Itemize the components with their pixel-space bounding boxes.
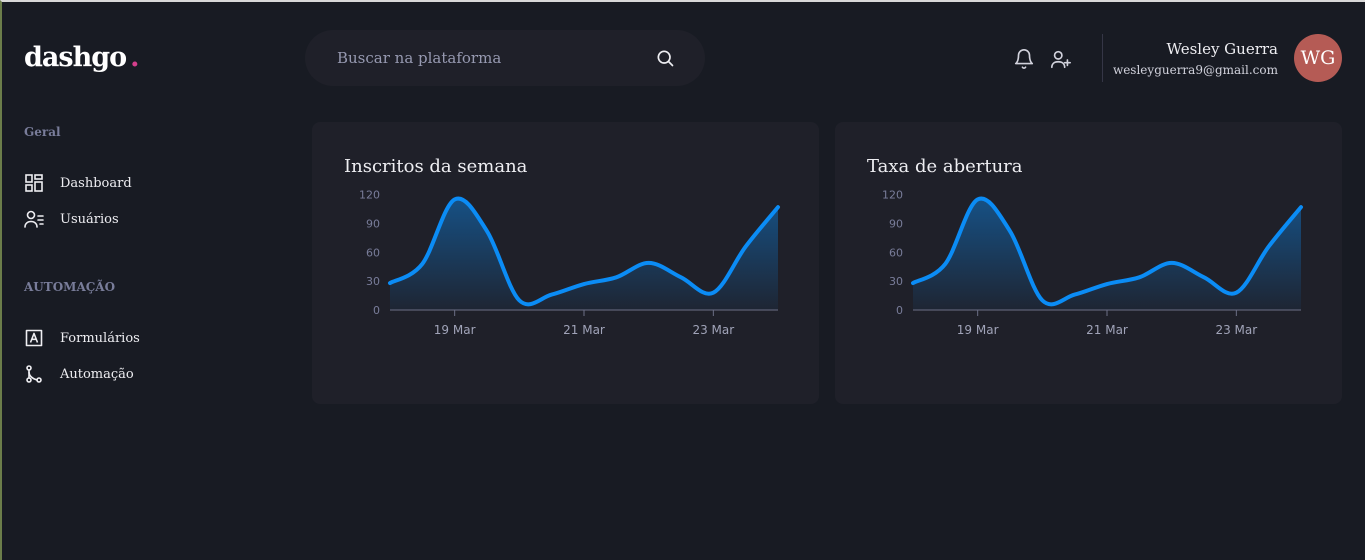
y-tick-label: 120 (882, 189, 903, 202)
user-add-icon[interactable] (1050, 48, 1072, 70)
search-bar[interactable] (305, 30, 705, 86)
y-tick-label: 90 (366, 217, 380, 230)
x-tick-label: 23 Mar (1215, 323, 1257, 337)
bell-icon[interactable] (1013, 48, 1035, 70)
form-icon (24, 328, 44, 348)
series-line (911, 196, 1303, 307)
x-tick-label: 19 Mar (434, 323, 476, 337)
dashboard-icon (24, 173, 44, 193)
header-divider (1102, 34, 1103, 82)
y-tick-label: 0 (373, 304, 380, 317)
sidebar-item-label: Usuários (60, 211, 119, 227)
search-icon[interactable] (655, 48, 675, 68)
series-area (390, 198, 778, 310)
y-tick-label: 120 (359, 189, 380, 202)
open-rate-chart: 0 30 60 90 120 19 Mar 21 Mar 23 Mar (882, 189, 1303, 337)
sidebar-item-label: Dashboard (60, 175, 132, 191)
y-tick-label: 60 (366, 246, 380, 259)
sidebar-item-dashboard[interactable]: Dashboard (24, 171, 132, 195)
x-tick-label: 21 Mar (563, 323, 605, 337)
search-input[interactable] (337, 49, 655, 67)
card-title: Inscritos da semana (344, 156, 528, 177)
sidebar-item-automacao[interactable]: Automação (24, 362, 134, 386)
users-icon (24, 209, 44, 229)
avatar[interactable]: WG (1294, 34, 1342, 82)
profile-name: Wesley Guerra (1166, 40, 1279, 58)
logo-dot: . (130, 42, 139, 73)
x-tick-label: 19 Mar (957, 323, 999, 337)
logo-text: dashgo (24, 42, 127, 73)
git-merge-icon (24, 364, 44, 384)
x-tick-label: 21 Mar (1086, 323, 1128, 337)
card-title: Taxa de abertura (867, 156, 1023, 177)
x-tick-label: 23 Mar (692, 323, 734, 337)
sidebar-item-usuarios[interactable]: Usuários (24, 207, 119, 231)
y-tick-label: 60 (889, 246, 903, 259)
y-tick-label: 90 (889, 217, 903, 230)
logo: dashgo. (24, 42, 140, 73)
avatar-initials: WG (1300, 47, 1336, 69)
sidebar-section-title-geral: Geral (24, 125, 61, 139)
sidebar-item-label: Formulários (60, 330, 140, 346)
profile-email: wesleyguerra9@gmail.com (1112, 63, 1278, 77)
sidebar-item-formularios[interactable]: Formulários (24, 326, 140, 350)
chart-card-taxa-abertura: Taxa de abertura 0 30 60 90 120 19 Mar 21 Mar 2… (835, 122, 1342, 404)
sidebar-item-label: Automação (60, 366, 134, 382)
series-area (913, 198, 1301, 310)
chart-card-inscritos: Inscritos da semana 0 30 60 90 120 19 Mar 21 M… (312, 122, 819, 404)
series-line (388, 196, 780, 307)
y-tick-label: 0 (896, 304, 903, 317)
sidebar-section-title-automacao: AUTOMAÇÃO (24, 280, 116, 294)
subscribers-chart: 0 30 60 90 120 19 Mar 21 Mar 23 Mar (359, 189, 780, 337)
y-tick-label: 30 (889, 275, 903, 288)
y-tick-label: 30 (366, 275, 380, 288)
